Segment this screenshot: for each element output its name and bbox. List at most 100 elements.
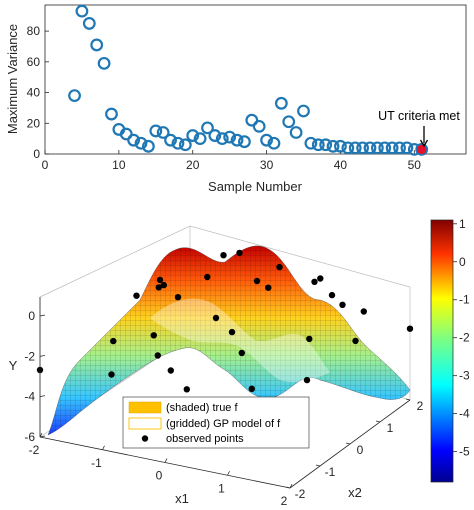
scatter-x-tick-label: 50	[408, 158, 422, 172]
scatter-point	[252, 119, 266, 133]
scatter-point	[156, 126, 170, 139]
criteria-met-point	[416, 144, 427, 155]
scatter-point	[201, 121, 214, 135]
x2-tick-label: 2	[417, 399, 424, 413]
observed-point	[306, 335, 313, 343]
scatter-point	[90, 38, 104, 52]
scatter-point	[134, 136, 148, 150]
observed-point	[339, 301, 346, 308]
x1-tick-label: 0	[156, 469, 163, 483]
x2-tick-label: 1	[387, 421, 394, 435]
scatter-point	[208, 129, 222, 142]
x2-tick-label: -2	[295, 487, 306, 501]
scatter-points	[68, 4, 429, 156]
observed-point	[328, 291, 336, 299]
scatter-point	[119, 127, 133, 141]
scatter-point	[378, 141, 392, 155]
scatter-point	[341, 141, 355, 155]
scatter-x-tick-label: 40	[334, 158, 348, 172]
scatter-plot-area	[44, 4, 467, 155]
scatter-point	[274, 96, 288, 110]
scatter-point	[356, 141, 369, 155]
colorbar-tick-label: -4	[459, 407, 470, 421]
true-f-surface	[47, 245, 411, 436]
x2-tick-mark	[285, 486, 291, 489]
x1-tick-mark	[102, 445, 105, 450]
scatter-x-tick-label: 20	[186, 158, 200, 172]
scatter-point	[245, 113, 259, 127]
scatter-point	[171, 136, 185, 150]
scatter-y-ticks: 0 20 40 60 80	[27, 24, 49, 161]
observed-point	[156, 276, 164, 284]
x2-axis-ticks: -2 -1 0 1 2	[285, 398, 424, 501]
scatter-point	[82, 17, 96, 30]
scatter-point	[105, 107, 118, 121]
scatter-point	[149, 124, 163, 138]
x1-tick-mark	[164, 458, 168, 463]
scatter-point	[415, 142, 429, 156]
x1-tick-mark	[39, 432, 43, 438]
scatter-y-tick-label: 20	[27, 116, 41, 130]
scatter-point	[230, 133, 244, 147]
observed-point	[303, 376, 311, 384]
z-axis-label: Y	[9, 358, 18, 373]
colorbar-tick-label: -1	[459, 293, 470, 307]
scatter-point	[311, 138, 325, 152]
scatter-point	[97, 56, 111, 70]
z-tick-mark	[39, 354, 46, 357]
scatter-y-axis-label: Maximum Variance	[5, 24, 20, 134]
observed-point	[406, 325, 414, 332]
scatter-point	[68, 89, 81, 103]
annotation-arrow-head	[419, 139, 429, 148]
scatter-point	[326, 139, 340, 153]
scatter-x-axis-label: Sample Number	[208, 179, 303, 194]
scatter-y-tick-label: 0	[33, 147, 40, 161]
scatter-point	[400, 141, 414, 155]
observed-point	[212, 314, 220, 322]
observed-point	[155, 284, 162, 291]
observed-point	[108, 371, 115, 378]
z-axis-ticks: -6 -4 -2 0	[24, 309, 46, 444]
scatter-point	[370, 141, 384, 155]
x2-tick-label: -1	[325, 465, 336, 479]
observed-point	[317, 275, 324, 282]
scatter-point	[282, 115, 296, 129]
x1-axis-label: x1	[175, 491, 189, 506]
colorbar: 1 0 -1 -2 -3 -4 -5	[430, 217, 470, 483]
z-tick-label: -4	[24, 390, 35, 404]
legend-swatch-gridded	[128, 417, 162, 430]
scatter-x-ticks: 0 10 20 30 40 50	[42, 150, 422, 172]
scatter-point	[142, 139, 155, 153]
x2-axis-label: x2	[348, 485, 362, 500]
scatter-point	[334, 139, 347, 153]
observed-point	[311, 278, 318, 285]
scatter-point	[164, 133, 177, 147]
x2-tick-mark	[405, 398, 411, 401]
colorbar-tick-label: -2	[459, 331, 470, 345]
observed-point	[248, 385, 255, 392]
observed-point	[236, 249, 243, 257]
scatter-point	[238, 135, 251, 149]
scatter-point	[304, 136, 318, 150]
scatter-point	[297, 104, 310, 118]
scatter-x-tick-label: 30	[260, 158, 274, 172]
scatter-point	[289, 126, 303, 139]
legend-entry-observed: observed points	[166, 433, 244, 445]
observed-point	[133, 292, 140, 299]
observed-point	[154, 352, 161, 359]
scatter-point	[75, 4, 89, 18]
observed-point	[265, 284, 272, 291]
x1-tick-mark	[289, 483, 293, 489]
x1-tick-label: -1	[91, 456, 102, 470]
observed-point	[352, 337, 359, 345]
scatter-point	[223, 130, 237, 144]
observed-point	[167, 367, 174, 374]
annotation-label: UT criteria met	[378, 109, 460, 123]
colorbar-ticks: 1 0 -1 -2 -3 -4 -5	[453, 217, 470, 459]
observed-point	[276, 263, 283, 271]
observed-point	[110, 337, 117, 345]
z-tick-mark	[39, 395, 46, 398]
scatter-point	[186, 129, 200, 142]
colorbar-tick-label: -5	[459, 445, 470, 459]
